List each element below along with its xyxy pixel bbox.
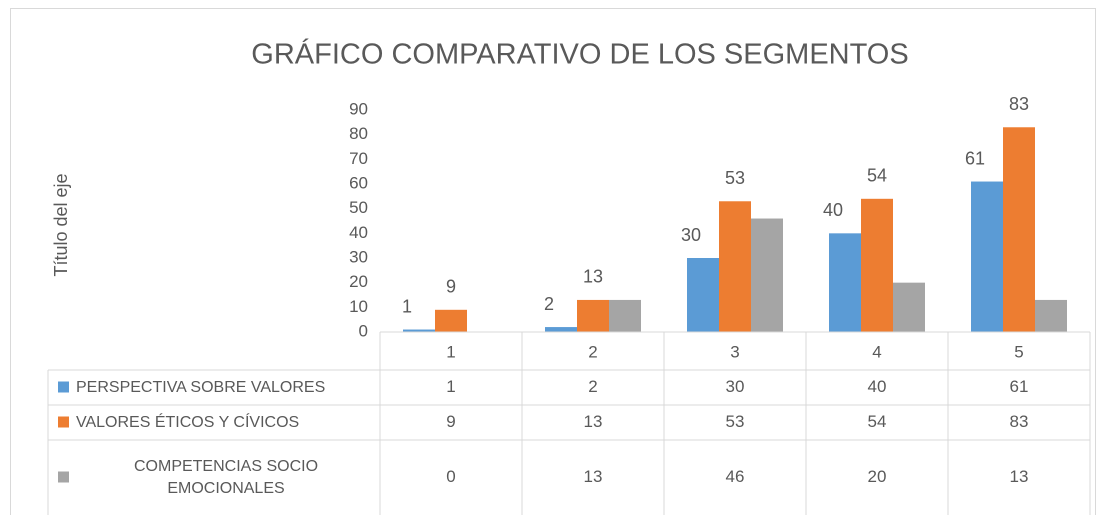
table-cell: 9	[446, 412, 455, 431]
bar	[577, 299, 609, 332]
bar	[893, 282, 925, 332]
data-label: 13	[583, 267, 603, 287]
y-tick-label: 50	[349, 198, 368, 217]
data-label: 54	[867, 166, 887, 186]
table-cell: 83	[1010, 412, 1029, 431]
data-label: 53	[725, 168, 745, 188]
legend-text: VALORES ÉTICOS Y CÍVICOS	[76, 413, 300, 431]
bar	[1003, 127, 1035, 333]
table-cell: 53	[726, 412, 745, 431]
data-label: 40	[823, 200, 843, 220]
bar	[435, 309, 467, 332]
table-cell: 46	[726, 467, 745, 486]
legend-text: COMPETENCIAS SOCIO EMOCIONALES	[133, 457, 319, 497]
data-label: 1	[402, 296, 412, 316]
table-cell: 13	[584, 467, 603, 486]
bar	[861, 198, 893, 332]
bar	[687, 258, 719, 332]
table-cell: 20	[868, 467, 887, 486]
legend-label: PERSPECTIVA SOBRE VALORES	[52, 370, 376, 405]
table-cell: 2	[588, 377, 597, 396]
table-cell: 61	[1010, 377, 1029, 396]
y-tick-label: 30	[349, 247, 368, 266]
y-axis-title: Título del eje	[51, 173, 71, 276]
table-cell: 13	[584, 412, 603, 431]
data-label: 83	[1009, 94, 1029, 114]
y-tick-label: 40	[349, 223, 368, 242]
legend-swatch	[58, 471, 69, 483]
table-cell: 54	[868, 412, 887, 431]
y-tick-label: 60	[349, 173, 368, 192]
data-label: 61	[965, 148, 985, 168]
data-label: 9	[446, 277, 456, 297]
y-tick-label: 80	[349, 124, 368, 143]
table-cell: 1	[446, 377, 455, 396]
legend-label-box: COMPETENCIAS SOCIO EMOCIONALES	[52, 440, 376, 515]
x-tick-label: 2	[588, 342, 597, 361]
chart-title: GRÁFICO COMPARATIVO DE LOS SEGMENTOS	[251, 38, 908, 71]
y-tick-label: 90	[349, 99, 368, 118]
table-cell: 0	[446, 467, 455, 486]
bar	[403, 329, 435, 332]
y-tick-label: 10	[349, 297, 368, 316]
x-tick-label: 4	[872, 342, 881, 361]
x-tick-label: 5	[1014, 342, 1023, 361]
bar	[609, 299, 641, 332]
legend-label-box: PERSPECTIVA SOBRE VALORES	[52, 370, 376, 405]
legend-swatch	[58, 416, 69, 428]
data-label: 2	[544, 294, 554, 314]
data-label: 30	[681, 225, 701, 245]
legend-label: COMPETENCIAS SOCIO EMOCIONALES	[52, 440, 376, 515]
legend-swatch	[58, 381, 69, 393]
legend-text: PERSPECTIVA SOBRE VALORES	[76, 378, 326, 396]
bar	[1035, 299, 1067, 332]
table-cell: 40	[868, 377, 887, 396]
table-cell: 13	[1010, 467, 1029, 486]
x-tick-label: 3	[730, 342, 739, 361]
bar	[971, 181, 1003, 332]
legend-label: VALORES ÉTICOS Y CÍVICOS	[52, 405, 376, 440]
bar	[719, 201, 751, 332]
bar	[751, 218, 783, 332]
y-tick-label: 70	[349, 149, 368, 168]
legend-label-box: VALORES ÉTICOS Y CÍVICOS	[52, 405, 376, 440]
chart-border	[10, 8, 1096, 515]
x-tick-label: 1	[446, 342, 455, 361]
bar	[545, 327, 577, 332]
table-cell: 30	[726, 377, 745, 396]
y-tick-label: 20	[349, 272, 368, 291]
y-tick-label: 0	[359, 321, 368, 340]
bar	[829, 233, 861, 332]
